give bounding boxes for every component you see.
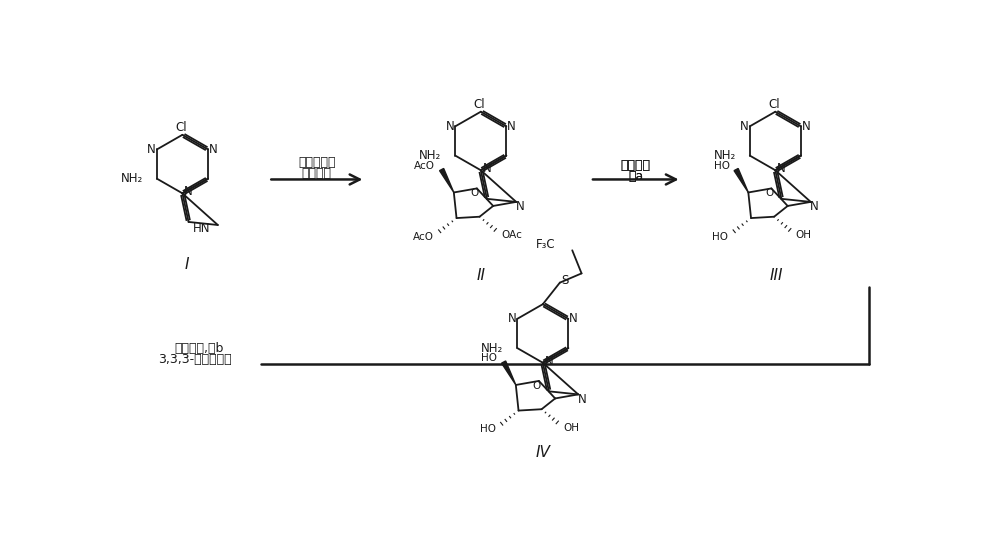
Polygon shape bbox=[440, 168, 454, 192]
Text: N: N bbox=[802, 120, 811, 133]
Text: OH: OH bbox=[563, 423, 579, 433]
Text: NH₂: NH₂ bbox=[481, 342, 503, 354]
Text: 第三溶剂,筹b: 第三溶剂,筹b bbox=[174, 342, 223, 356]
Text: S: S bbox=[562, 274, 569, 287]
Text: NH₂: NH₂ bbox=[714, 149, 736, 162]
Text: AcO: AcO bbox=[414, 161, 435, 171]
Text: N: N bbox=[740, 120, 749, 133]
Text: N: N bbox=[810, 200, 819, 213]
Text: 筹a: 筹a bbox=[628, 170, 643, 183]
Text: OAc: OAc bbox=[501, 230, 522, 240]
Text: 筹a: 筹a bbox=[628, 170, 643, 183]
Text: N: N bbox=[184, 185, 193, 198]
Polygon shape bbox=[502, 361, 516, 385]
Text: OH: OH bbox=[796, 230, 812, 240]
Text: N: N bbox=[483, 162, 491, 175]
Text: 第一溶剂: 第一溶剂 bbox=[302, 167, 332, 180]
Text: N: N bbox=[777, 162, 786, 175]
Text: N: N bbox=[569, 312, 578, 325]
Text: IV: IV bbox=[536, 445, 551, 461]
Text: HO: HO bbox=[481, 353, 497, 363]
Text: III: III bbox=[769, 268, 783, 283]
Text: N: N bbox=[578, 392, 586, 406]
Text: N: N bbox=[147, 143, 156, 156]
Text: N: N bbox=[507, 312, 516, 325]
Text: 3,3,3-三氟丙硫醇: 3,3,3-三氟丙硫醇 bbox=[158, 353, 232, 366]
Text: Cl: Cl bbox=[768, 98, 780, 110]
Text: N: N bbox=[507, 120, 516, 133]
Text: 四乙酰核糖: 四乙酰核糖 bbox=[298, 156, 336, 169]
Text: HO: HO bbox=[714, 161, 730, 171]
Text: O: O bbox=[532, 381, 541, 391]
Text: NH₂: NH₂ bbox=[121, 172, 143, 185]
Text: N: N bbox=[516, 200, 524, 213]
Text: F₃C: F₃C bbox=[536, 238, 555, 251]
Text: O: O bbox=[470, 188, 479, 198]
Text: O: O bbox=[765, 188, 773, 198]
Text: 第二溶剂: 第二溶剂 bbox=[621, 159, 651, 172]
Text: N: N bbox=[545, 354, 553, 368]
Text: 第二溶剂: 第二溶剂 bbox=[621, 159, 651, 172]
Text: AcO: AcO bbox=[413, 232, 434, 242]
Text: Cl: Cl bbox=[473, 98, 485, 110]
Text: I: I bbox=[185, 257, 189, 272]
Text: II: II bbox=[477, 268, 486, 283]
Text: NH₂: NH₂ bbox=[419, 149, 441, 162]
Text: N: N bbox=[445, 120, 454, 133]
Text: Cl: Cl bbox=[175, 120, 187, 134]
Polygon shape bbox=[734, 168, 748, 192]
Text: HN: HN bbox=[193, 222, 211, 235]
Text: N: N bbox=[209, 143, 218, 156]
Text: HO: HO bbox=[712, 232, 728, 242]
Text: HO: HO bbox=[480, 424, 496, 434]
